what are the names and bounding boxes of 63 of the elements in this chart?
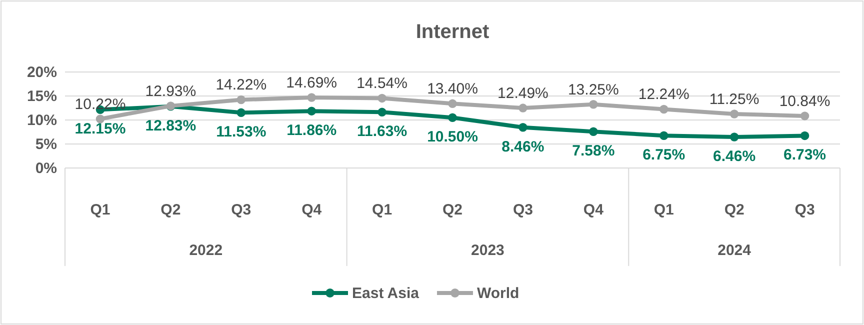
point [730, 110, 739, 118]
y-tick-label: 15% [26, 88, 57, 105]
x-tick-label: Q4 [302, 202, 322, 219]
data-label: 12.15% [74, 120, 126, 138]
data-label: 12.93% [145, 82, 196, 100]
x-tick-label: Q1 [372, 202, 392, 219]
data-label: 6.75% [642, 146, 686, 164]
y-tick-label: 5% [35, 136, 57, 153]
data-label: 13.40% [427, 80, 478, 98]
x-tick-label: Q2 [442, 202, 463, 219]
legend-label: East Asia [352, 285, 420, 302]
data-label: 10.50% [427, 128, 478, 146]
point [236, 108, 246, 118]
x-tick-label: Q2 [160, 202, 181, 219]
data-label: 14.69% [286, 74, 338, 92]
point [448, 99, 457, 108]
data-label: 6.73% [784, 146, 826, 164]
point [518, 123, 528, 132]
data-label: 11.53% [216, 124, 266, 141]
text: 2023 [471, 242, 504, 259]
point [236, 95, 246, 104]
x-tick-label: Q1 [90, 202, 110, 219]
x-tick-label: Q3 [231, 202, 252, 219]
point [589, 100, 598, 109]
data-label: 10.84% [779, 92, 830, 110]
y-tick-label: 0% [35, 160, 57, 177]
data-label: 13.25% [568, 81, 619, 98]
chart-title: Internet [416, 21, 490, 43]
y-tick-label: 10% [26, 112, 57, 129]
data-label: 12.83% [145, 117, 196, 134]
data-label: 12.24% [638, 86, 690, 104]
point [96, 114, 105, 124]
x-tick-label: Q1 [654, 202, 674, 219]
point [659, 104, 668, 114]
point [448, 113, 457, 122]
data-label: 14.22% [216, 76, 267, 94]
text: 2022 [189, 242, 223, 259]
data-label: 14.54% [356, 75, 408, 92]
legend-label: World [476, 285, 520, 302]
x-tick-label: Q4 [583, 202, 604, 219]
data-label: 12.49% [498, 85, 548, 102]
x-tick-label: Q3 [512, 202, 533, 219]
point [518, 104, 528, 112]
point [800, 112, 810, 120]
data-label: 10.22% [74, 96, 126, 113]
point [307, 106, 316, 116]
point [378, 108, 386, 117]
point [659, 131, 668, 140]
data-label: 11.86% [286, 122, 337, 140]
x-tick-label: Q2 [724, 202, 744, 219]
text: 2024 [718, 242, 752, 259]
point [378, 94, 386, 103]
data-label: 11.25% [709, 91, 760, 108]
data-label: 6.46% [713, 148, 756, 165]
point [730, 132, 739, 142]
point [307, 93, 316, 102]
y-tick-label: 20% [26, 64, 57, 81]
point [800, 131, 810, 140]
data-label: 8.46% [502, 138, 544, 156]
data-label: 7.58% [572, 142, 615, 160]
point [589, 127, 598, 136]
data-label: 11.63% [357, 123, 408, 140]
x-tick-label: Q3 [794, 202, 815, 219]
